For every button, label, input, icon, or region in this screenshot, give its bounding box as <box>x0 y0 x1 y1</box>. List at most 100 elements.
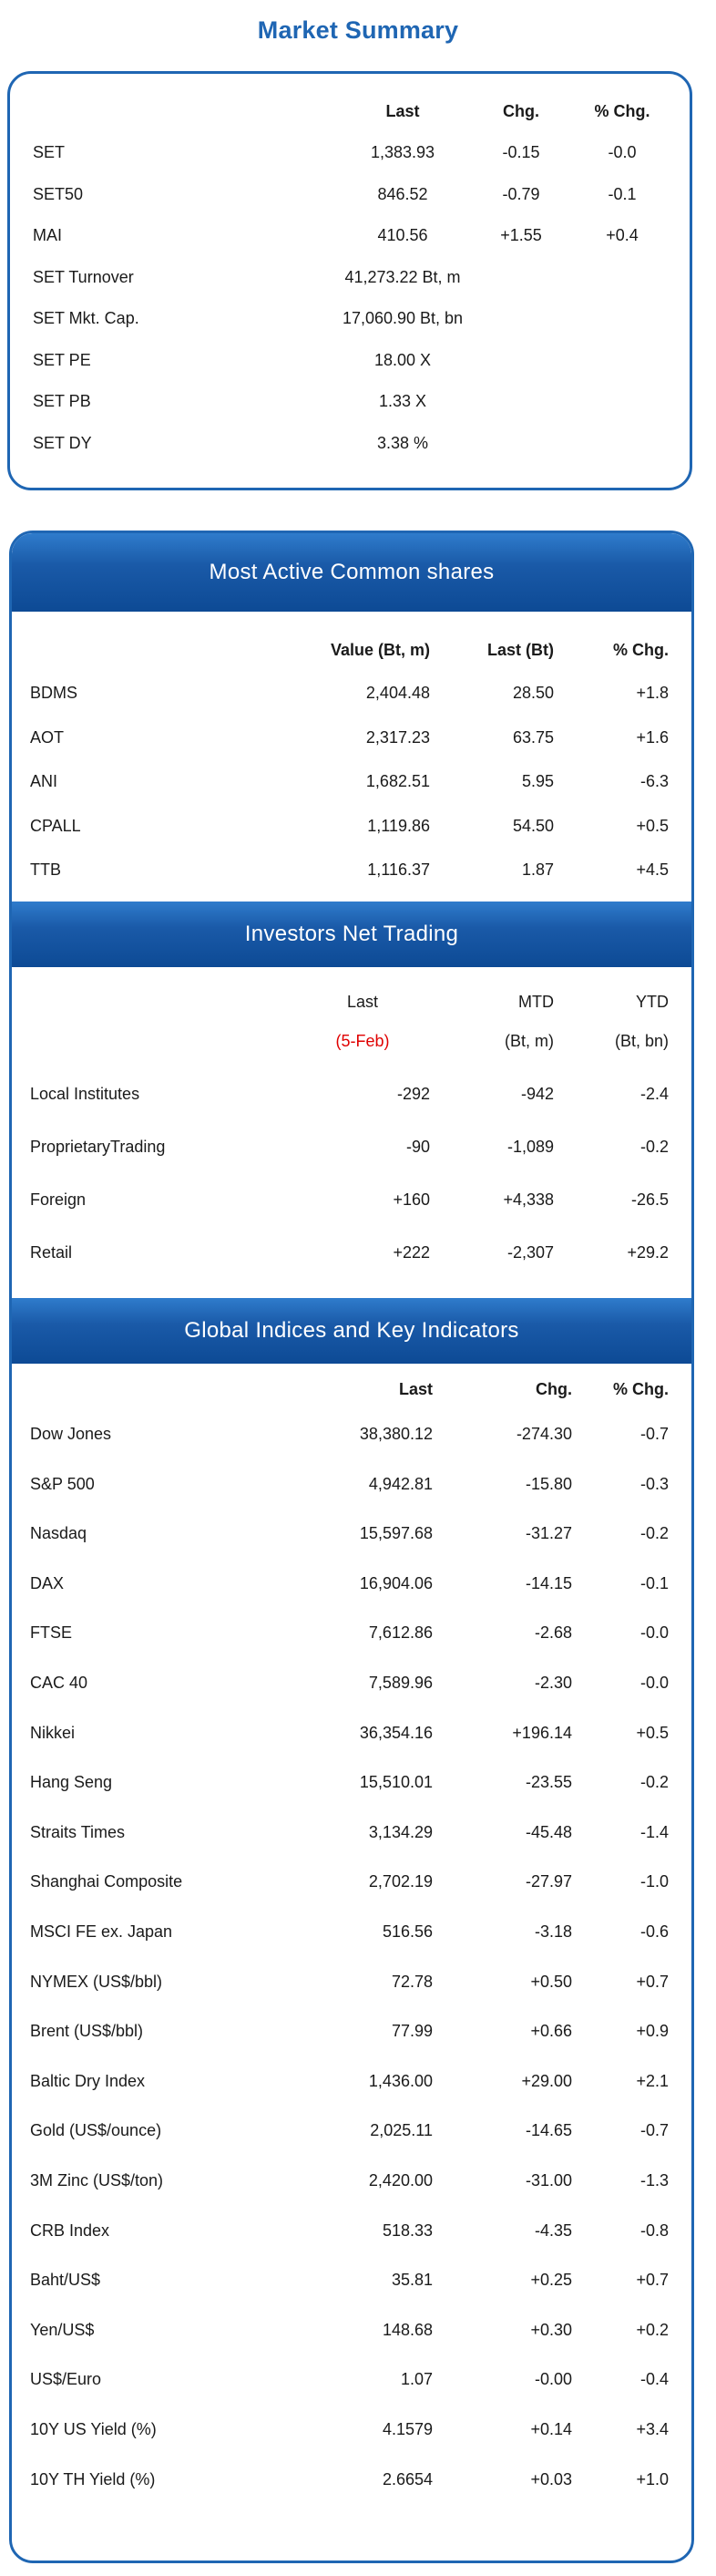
global-cell-chg: -31.00 <box>525 2171 572 2190</box>
market-summary-header-2: Chg. <box>503 102 539 120</box>
global-cell-pct: -1.3 <box>639 2171 669 2190</box>
global-cell-last: 516.56 <box>382 1922 433 1941</box>
global-cell-last: 35.81 <box>391 2271 433 2290</box>
market-summary-cell-last: 41,273.22 Bt, m <box>344 267 461 286</box>
most-active-row-name: BDMS <box>30 684 78 702</box>
market-summary-row-name: SET Mkt. Cap. <box>33 309 139 327</box>
investors-header-3: YTD <box>636 993 669 1011</box>
most-active-cell-pct: +1.6 <box>636 727 669 747</box>
global-cell-last: 4,942.81 <box>368 1474 433 1493</box>
global-cell-last: 38,380.12 <box>359 1425 433 1443</box>
investors-cell-last: -90 <box>405 1138 430 1156</box>
global-cell-last: 36,354.16 <box>359 1723 433 1742</box>
most-active-row-name: CPALL <box>30 816 81 835</box>
global-cell-pct: +1.0 <box>636 2469 669 2488</box>
most-active-cell-last: 1.87 <box>521 860 554 879</box>
global-row-name: Baltic Dry Index <box>30 2071 146 2090</box>
global-cell-last: 1.07 <box>400 2370 433 2389</box>
global-cell-chg: +0.03 <box>530 2469 572 2488</box>
global-cell-last: 15,510.01 <box>359 1773 433 1792</box>
global-cell-chg: -2.68 <box>534 1623 572 1643</box>
global-cell-pct: +0.9 <box>636 2022 669 2041</box>
most-active-cell-pct: -6.3 <box>639 772 669 790</box>
global-row-name: S&P 500 <box>30 1474 95 1493</box>
global-cell-chg: -23.55 <box>525 1773 572 1792</box>
global-cell-last: 72.78 <box>391 1972 433 1991</box>
global-cell-pct: +0.7 <box>636 1972 669 1991</box>
global-cell-last: 2,702.19 <box>368 1872 433 1891</box>
global-cell-chg: +196.14 <box>512 1723 572 1742</box>
investors-cell-last: +222 <box>393 1243 430 1262</box>
global-row-name: DAX <box>30 1573 65 1592</box>
global-cell-pct: -0.7 <box>639 1425 669 1443</box>
global-cell-pct: -0.7 <box>639 2121 669 2140</box>
global-row-name: Gold (US$/ounce) <box>30 2121 162 2140</box>
investors-row-name: Retail <box>30 1243 73 1262</box>
market-summary-cell-last: 1,383.93 <box>370 143 435 161</box>
most-active-cell-value: 2,404.48 <box>365 684 430 702</box>
market-summary-row-name: SET DY <box>33 433 92 452</box>
market-summary-cell-last: 1.33 X <box>378 392 427 410</box>
global-cell-pct: +0.7 <box>636 2271 669 2290</box>
investors-row-name: ProprietaryTrading <box>30 1138 166 1156</box>
investors-cell-mtd: -2,307 <box>506 1243 554 1262</box>
global-cell-chg: -14.15 <box>525 1573 572 1592</box>
global-cell-last: 7,612.86 <box>368 1623 433 1643</box>
global-row-name: Yen/US$ <box>30 2320 95 2339</box>
global-cell-pct: +3.4 <box>636 2420 669 2438</box>
global-row-name: NYMEX (US$/bbl) <box>30 1972 163 1991</box>
most-active-row-name: ANI <box>30 772 58 790</box>
most-active-cell-last: 54.50 <box>512 816 554 835</box>
page-title: Market Summary <box>257 16 459 44</box>
global-cell-chg: -15.80 <box>525 1474 572 1493</box>
investors-cell-ytd: -0.2 <box>639 1138 669 1156</box>
global-cell-chg: -0.00 <box>534 2370 572 2389</box>
global-cell-pct: -0.2 <box>639 1524 669 1543</box>
most-active-row-name: TTB <box>30 860 61 879</box>
market-summary-cell-last: 18.00 X <box>373 350 432 369</box>
investors-subheader-3: (Bt, bn) <box>614 1032 669 1050</box>
global-cell-chg: -4.35 <box>534 2221 572 2240</box>
most-active-header-1: Value (Bt, m) <box>330 641 430 659</box>
global-row-name: CAC 40 <box>30 1674 88 1692</box>
global-cell-last: 16,904.06 <box>359 1573 433 1592</box>
global-cell-last: 2,420.00 <box>368 2171 433 2190</box>
global-cell-last: 518.33 <box>382 2221 433 2240</box>
global-cell-pct: +0.5 <box>636 1723 669 1742</box>
investors-cell-last: +160 <box>393 1190 430 1209</box>
global-row-name: Shanghai Composite <box>30 1872 183 1891</box>
market-summary-row-name: SET Turnover <box>33 267 134 286</box>
global-row-name: CRB Index <box>30 2221 110 2240</box>
global-cell-chg: -274.30 <box>516 1425 572 1443</box>
investors-cell-ytd: -26.5 <box>630 1190 669 1209</box>
global-cell-pct: +2.1 <box>636 2071 669 2090</box>
investors-cell-mtd: -942 <box>520 1085 554 1103</box>
global-header-3: % Chg. <box>613 1380 669 1398</box>
investors-cell-ytd: -2.4 <box>639 1085 669 1103</box>
global-header-2: Chg. <box>536 1380 572 1398</box>
global-cell-pct: -0.1 <box>639 1573 669 1592</box>
most-active-cell-value: 1,116.37 <box>367 860 430 879</box>
global-cell-pct: -1.4 <box>639 1822 669 1841</box>
global-cell-chg: +0.66 <box>530 2022 572 2041</box>
market-summary-row-name: SET50 <box>33 184 84 203</box>
global-row-name: Nasdaq <box>30 1524 87 1543</box>
most-active-cell-last: 28.50 <box>512 684 554 702</box>
global-cell-pct: -0.6 <box>639 1922 669 1941</box>
global-cell-pct: -0.0 <box>639 1674 669 1692</box>
most-active-header-3: % Chg. <box>613 641 669 659</box>
market-summary-row-name: SET PE <box>33 350 91 369</box>
market-summary-cell-pct: -0.1 <box>608 184 637 203</box>
market-summary-cell-last: 846.52 <box>377 184 428 203</box>
investors-subheader-2: (Bt, m) <box>505 1032 554 1050</box>
most-active-header-2: Last (Bt) <box>487 641 554 659</box>
investors-header-1: Last <box>346 993 379 1011</box>
market-summary-header-1: Last <box>385 102 420 120</box>
global-cell-chg: -31.27 <box>525 1524 572 1543</box>
most-active-cell-value: 1,119.86 <box>367 816 430 835</box>
global-cell-pct: -1.0 <box>639 1872 669 1891</box>
global-row-name: 10Y US Yield (%) <box>30 2420 157 2438</box>
global-row-name: MSCI FE ex. Japan <box>30 1922 173 1941</box>
global-cell-last: 2,025.11 <box>370 2121 433 2140</box>
global-row-name: Nikkei <box>30 1723 76 1742</box>
